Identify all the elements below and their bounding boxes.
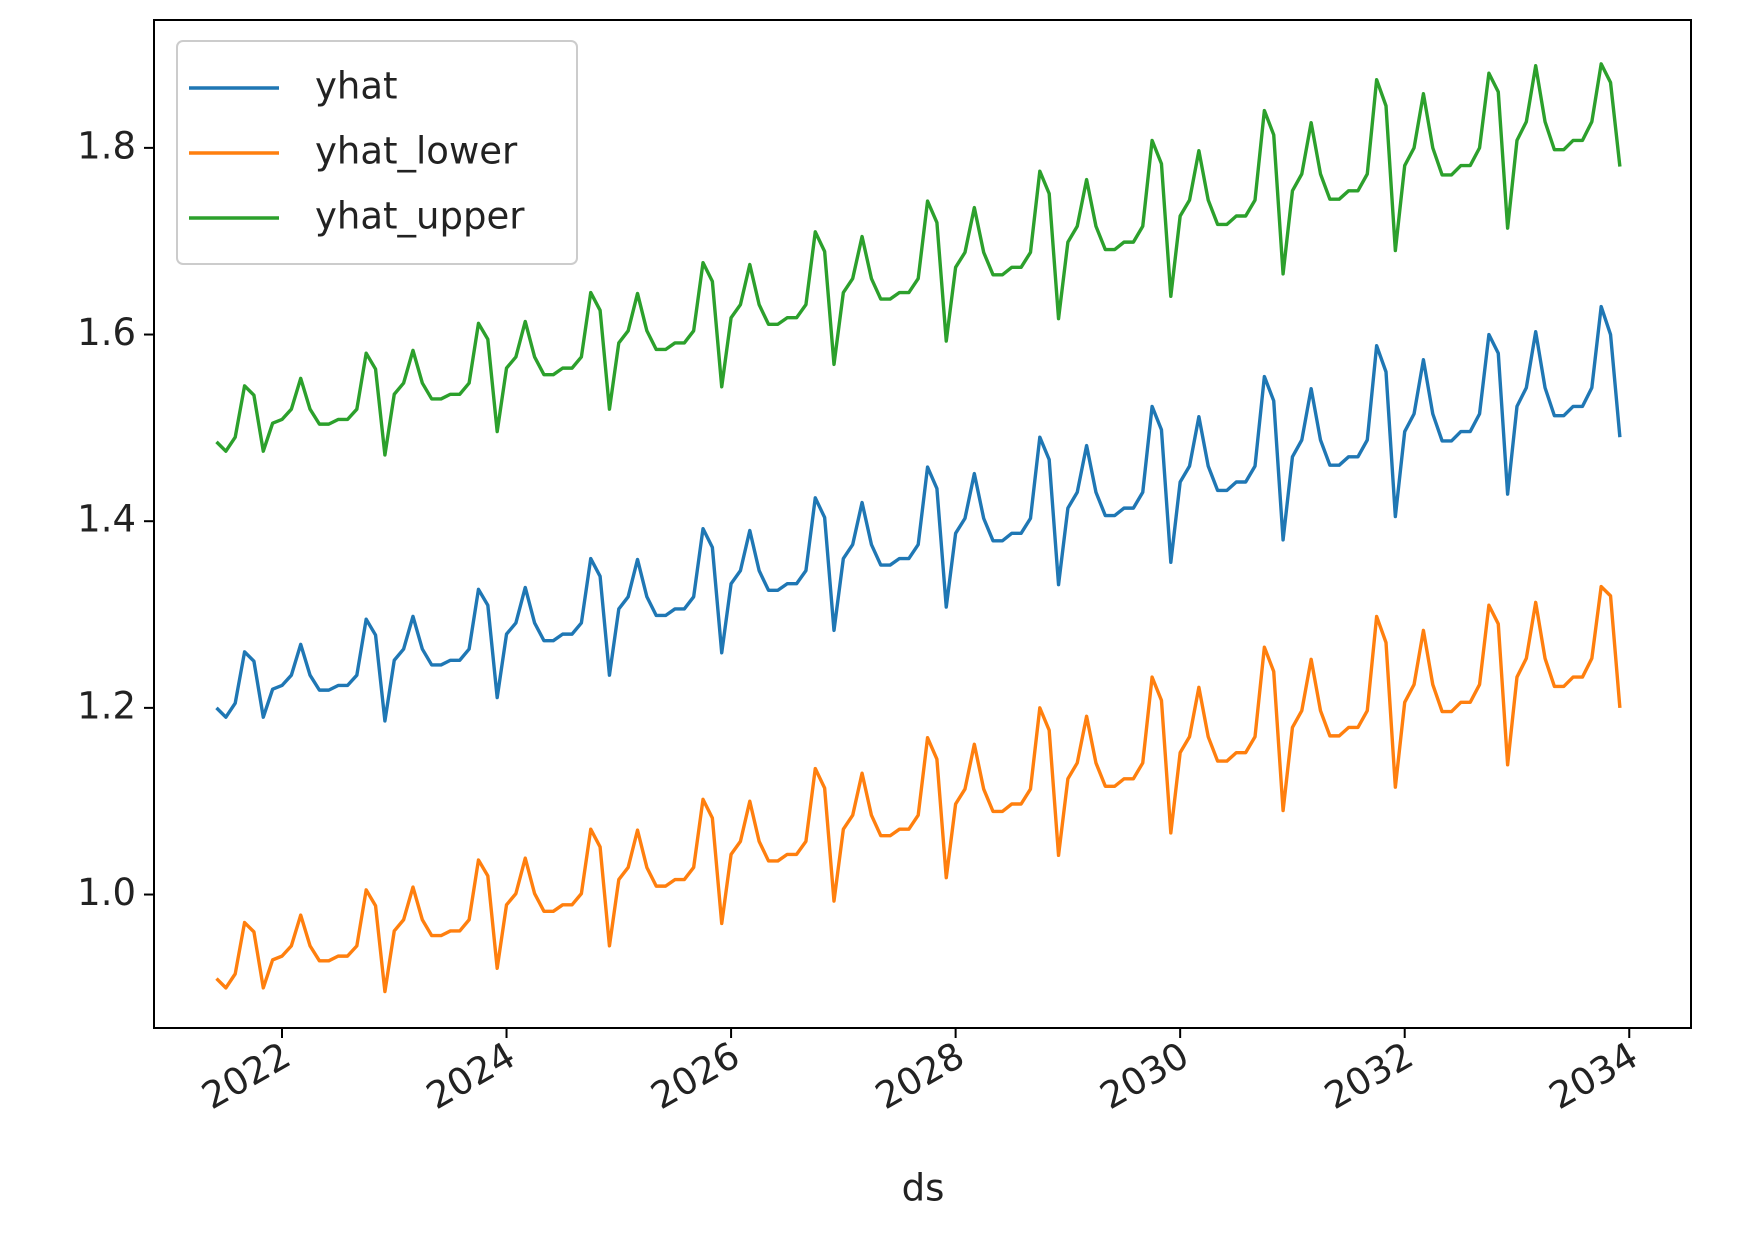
series-line bbox=[215, 584, 1622, 994]
y-tick-label: 1.0 bbox=[77, 871, 136, 914]
x-tick-label: 2034 bbox=[1542, 1034, 1645, 1118]
x-tick-label: 2032 bbox=[1317, 1034, 1420, 1118]
legend-frame bbox=[176, 40, 578, 265]
y-tick-label: 1.8 bbox=[77, 124, 136, 167]
legend-label: yhat_lower bbox=[315, 130, 518, 173]
y-tick-label: 1.4 bbox=[77, 498, 136, 541]
plot-frame bbox=[153, 19, 1692, 1029]
legend: yhat yhat_lower yhat_upper bbox=[176, 40, 578, 265]
y-tick-label: 1.2 bbox=[77, 684, 136, 727]
x-axis-label: ds bbox=[902, 1167, 945, 1210]
y-tick-label: 1.6 bbox=[77, 311, 136, 354]
series-line bbox=[215, 62, 1622, 457]
series-line bbox=[215, 304, 1622, 723]
legend-label: yhat bbox=[315, 65, 398, 108]
x-tick-label: 2022 bbox=[195, 1034, 298, 1118]
x-tick-label: 2030 bbox=[1093, 1034, 1196, 1118]
x-tick-label: 2026 bbox=[644, 1034, 747, 1118]
x-tick-label: 2024 bbox=[419, 1034, 522, 1118]
legend-label: yhat_upper bbox=[315, 195, 525, 238]
x-tick-label: 2028 bbox=[868, 1034, 971, 1118]
